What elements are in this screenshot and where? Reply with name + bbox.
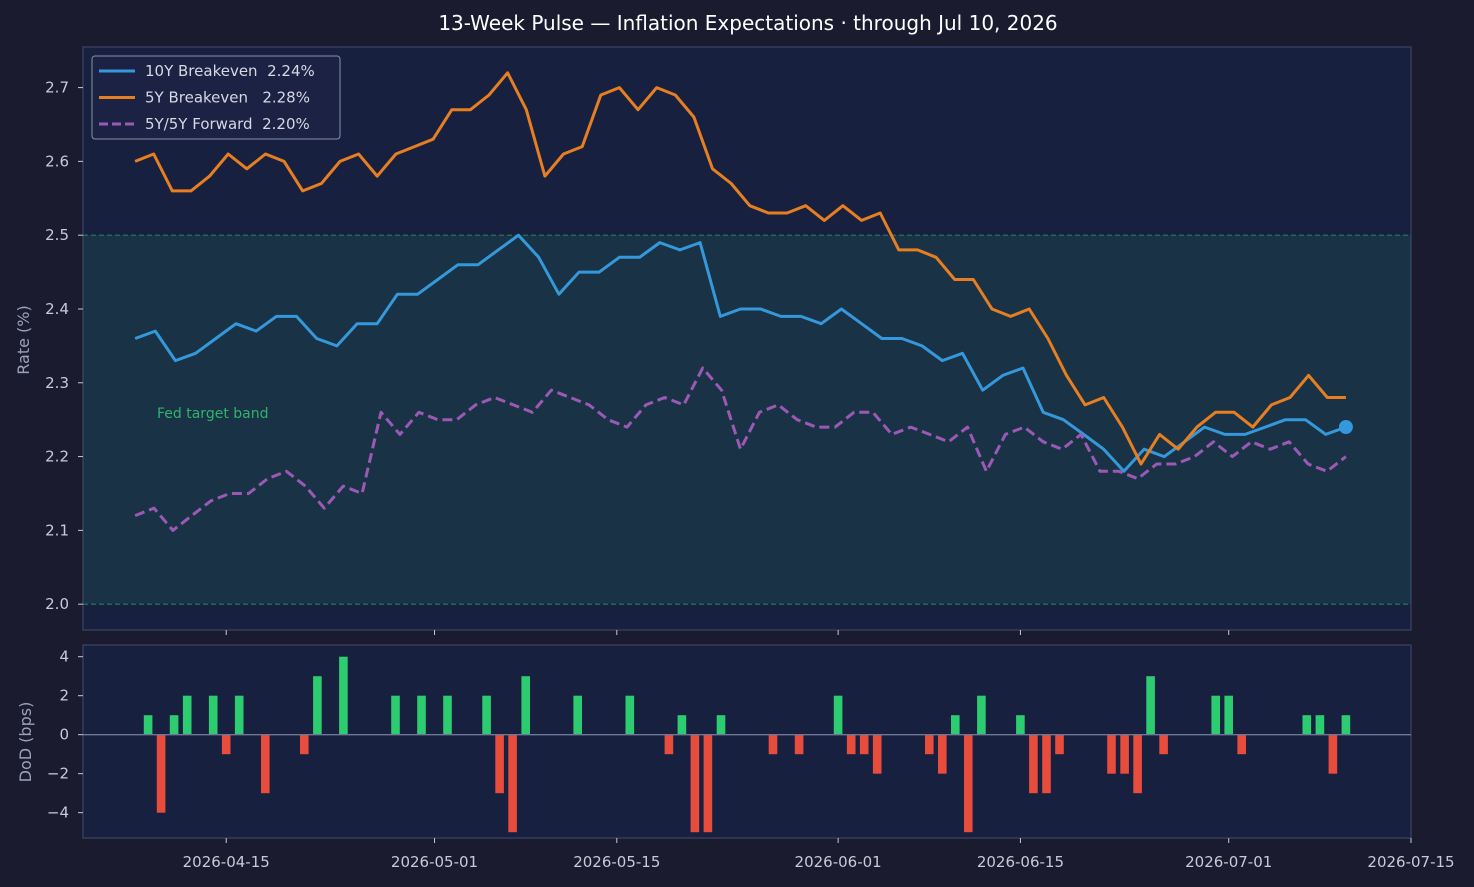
legend-label: 5Y/5Y Forward 2.20% <box>145 115 310 133</box>
dod-bar <box>859 734 869 755</box>
dod-bar <box>1016 715 1025 735</box>
legend-label: 10Y Breakeven 2.24% <box>145 62 315 80</box>
y-tick-label: −4 <box>47 804 69 822</box>
dod-bar <box>261 734 270 794</box>
dod-panel <box>82 644 1412 839</box>
dod-bar <box>703 734 713 833</box>
x-tick-label: 2026-06-01 <box>795 853 882 871</box>
chart-title: 13-Week Pulse — Inflation Expectations ·… <box>438 11 1057 35</box>
dod-bar <box>495 734 504 794</box>
dod-bar <box>1120 734 1129 774</box>
dod-bar <box>625 695 635 735</box>
dod-bar <box>573 695 582 735</box>
target-band-fill <box>83 235 1411 605</box>
dod-bar <box>1159 734 1168 755</box>
x-tick-label: 2026-06-15 <box>977 853 1064 871</box>
dod-bar <box>1107 734 1116 774</box>
y-tick-label: −2 <box>47 765 69 783</box>
x-tick-label: 2026-07-01 <box>1185 853 1272 871</box>
dod-bar <box>339 656 348 735</box>
y-tick-label: 2.6 <box>45 152 69 170</box>
dod-bar <box>521 676 530 735</box>
dod-bar <box>482 695 491 735</box>
dod-bar <box>664 734 674 755</box>
target-band: Fed target band <box>83 234 1411 605</box>
y-tick-label: 4 <box>59 648 69 666</box>
dod-bar <box>951 715 960 735</box>
series-line-1 <box>134 71 1346 466</box>
dod-bar <box>677 715 687 735</box>
legend: 10Y Breakeven 2.24% 5Y Breakeven 2.28% 5Y/… <box>91 55 341 140</box>
dod-bar <box>417 695 426 735</box>
dod-bar <box>716 715 726 735</box>
dod-x-ticks: 2026-04-15 2026-05-01 2026-05-15 2026-06-01… <box>183 838 1455 871</box>
dod-bar <box>1146 676 1155 735</box>
y-tick-label: 2.5 <box>45 226 69 244</box>
band-label: Fed target band <box>157 406 268 422</box>
dod-y-label: DoD (bps) <box>16 702 35 783</box>
y-tick-label: 2.4 <box>45 300 69 318</box>
dod-bar <box>925 734 934 755</box>
dod-bar <box>872 734 882 774</box>
rate-series <box>134 71 1353 532</box>
dod-bar <box>221 734 231 755</box>
dod-bar <box>234 695 244 735</box>
x-tick-label: 2026-05-15 <box>573 853 660 871</box>
dod-bar <box>1237 734 1246 755</box>
dod-bar <box>768 734 778 755</box>
y-tick-label: 2.7 <box>45 79 69 97</box>
dod-bar <box>964 734 973 833</box>
rate-panel <box>82 46 1412 631</box>
dod-bar <box>508 734 517 833</box>
x-tick-label: 2026-04-15 <box>183 853 270 871</box>
rate-x-ticks <box>225 630 1230 635</box>
dod-bar <box>313 676 322 735</box>
rate-y-label: Rate (%) <box>14 305 33 374</box>
dod-bar <box>1341 715 1351 735</box>
dod-bar <box>1042 734 1051 794</box>
latest-value-marker <box>1338 420 1353 435</box>
y-tick-label: 2.1 <box>45 521 69 539</box>
dod-bar <box>846 734 856 755</box>
dod-bar <box>1211 695 1220 735</box>
y-tick-label: 2.2 <box>45 448 69 466</box>
dod-bar <box>391 695 400 735</box>
series-line-2 <box>134 366 1347 532</box>
dod-bar <box>977 695 986 735</box>
series-line-0 <box>134 233 1347 473</box>
rate-y-ticks: 2.0 2.1 2.2 2.3 2.4 2.5 2.6 2.7 <box>45 79 83 613</box>
dod-bar <box>300 734 309 755</box>
y-tick-label: 0 <box>59 726 69 744</box>
dod-bar <box>1133 734 1142 794</box>
dod-bar <box>208 695 218 735</box>
dod-y-ticks: −4 −2 0 2 4 <box>47 648 83 822</box>
dod-bar <box>833 695 843 735</box>
y-tick-label: 2.3 <box>45 374 69 392</box>
dod-bar <box>690 734 700 833</box>
x-tick-label: 2026-05-01 <box>391 853 478 871</box>
dod-bar <box>169 715 179 735</box>
dod-bar <box>1315 715 1325 735</box>
dod-bar <box>794 734 804 755</box>
x-tick-label: 2026-07-15 <box>1367 853 1454 871</box>
dod-bar <box>1224 695 1233 735</box>
dod-bar <box>443 695 452 735</box>
dod-bar <box>182 695 192 735</box>
dod-bar <box>143 715 153 735</box>
y-tick-label: 2 <box>59 687 69 705</box>
y-tick-label: 2.0 <box>45 595 69 613</box>
dod-bar <box>1029 734 1038 794</box>
dod-bar <box>156 734 166 813</box>
dod-bars <box>83 656 1411 833</box>
dod-bar <box>1328 734 1338 774</box>
legend-label: 5Y Breakeven 2.28% <box>145 89 310 107</box>
dod-bar <box>1055 734 1064 755</box>
dod-bar <box>1302 715 1312 735</box>
dod-bar <box>938 734 947 774</box>
